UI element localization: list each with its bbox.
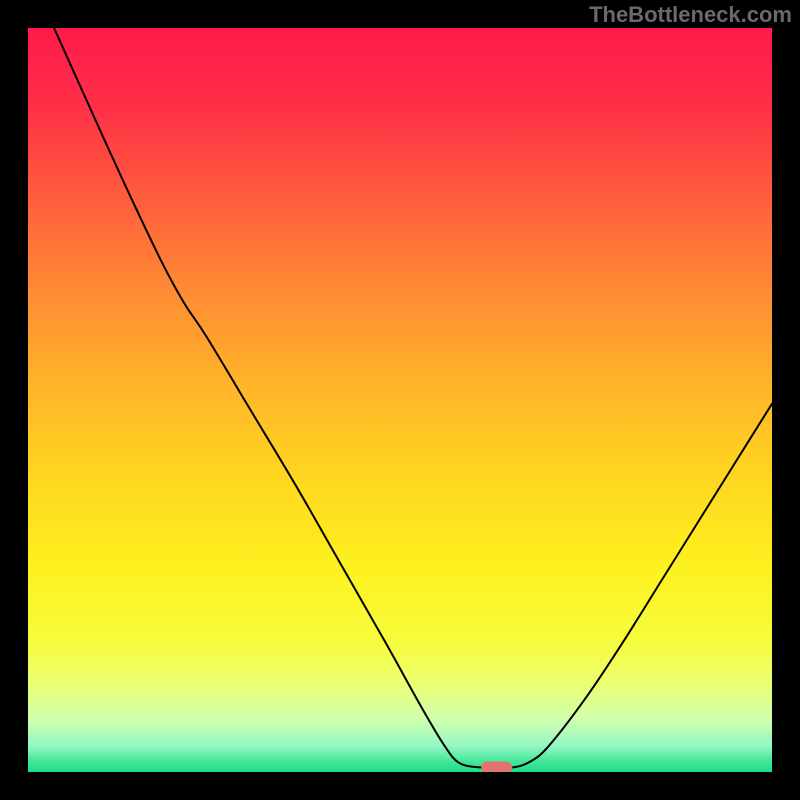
- watermark-text: TheBottleneck.com: [589, 2, 792, 28]
- chart-container: TheBottleneck.com: [0, 0, 800, 800]
- chart-svg: [28, 28, 772, 772]
- minimum-marker: [481, 762, 512, 772]
- gradient-background: [28, 28, 772, 772]
- plot-area: [28, 28, 772, 772]
